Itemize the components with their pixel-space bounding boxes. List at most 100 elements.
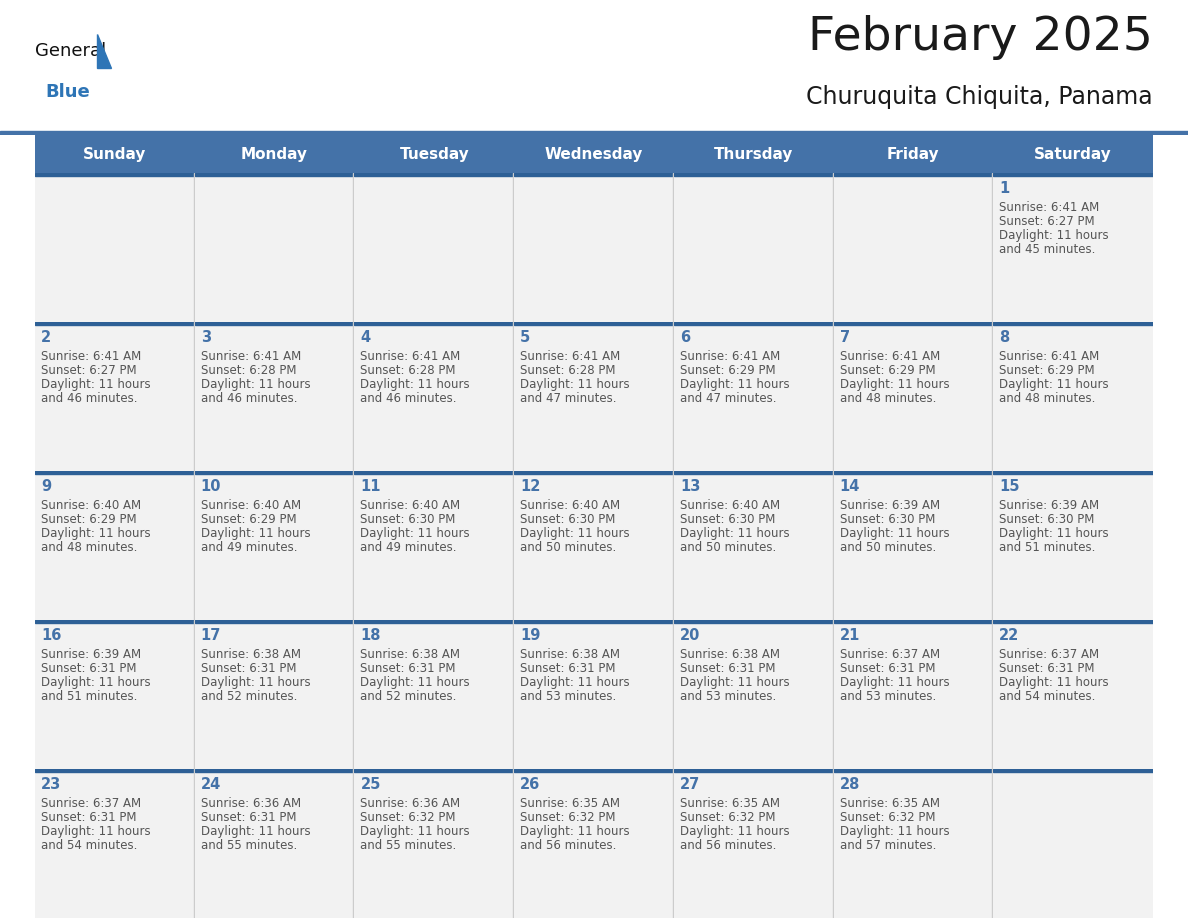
Text: 19: 19 — [520, 628, 541, 643]
Text: Sunrise: 6:40 AM: Sunrise: 6:40 AM — [360, 499, 461, 512]
Text: and 51 minutes.: and 51 minutes. — [42, 690, 138, 703]
Text: Sunset: 6:32 PM: Sunset: 6:32 PM — [680, 811, 776, 824]
Text: 21: 21 — [840, 628, 860, 643]
Text: Daylight: 11 hours: Daylight: 11 hours — [840, 676, 949, 689]
Text: 13: 13 — [680, 479, 700, 494]
Bar — [195, 620, 354, 623]
Text: Daylight: 11 hours: Daylight: 11 hours — [840, 527, 949, 540]
Text: and 50 minutes.: and 50 minutes. — [840, 541, 936, 554]
Text: Sunrise: 6:38 AM: Sunrise: 6:38 AM — [360, 648, 461, 661]
Text: Sunset: 6:28 PM: Sunset: 6:28 PM — [520, 364, 615, 377]
Text: Sunset: 6:28 PM: Sunset: 6:28 PM — [201, 364, 296, 377]
Text: Blue: Blue — [45, 83, 90, 101]
Text: Sunrise: 6:39 AM: Sunrise: 6:39 AM — [42, 648, 141, 661]
Bar — [993, 322, 1154, 325]
Text: Daylight: 11 hours: Daylight: 11 hours — [840, 378, 949, 391]
Polygon shape — [97, 34, 110, 68]
Bar — [674, 173, 834, 176]
Text: and 50 minutes.: and 50 minutes. — [680, 541, 776, 554]
Text: Sunset: 6:31 PM: Sunset: 6:31 PM — [201, 662, 296, 675]
Text: Daylight: 11 hours: Daylight: 11 hours — [201, 527, 310, 540]
Text: Sunrise: 6:41 AM: Sunrise: 6:41 AM — [360, 350, 461, 363]
Text: Daylight: 11 hours: Daylight: 11 hours — [201, 378, 310, 391]
Text: and 46 minutes.: and 46 minutes. — [201, 392, 297, 405]
Bar — [834, 173, 993, 176]
Bar — [354, 173, 514, 176]
Text: Daylight: 11 hours: Daylight: 11 hours — [520, 825, 630, 838]
Bar — [834, 769, 993, 772]
Bar — [34, 769, 195, 772]
Text: Sunrise: 6:39 AM: Sunrise: 6:39 AM — [840, 499, 940, 512]
Text: Sunset: 6:29 PM: Sunset: 6:29 PM — [999, 364, 1095, 377]
Text: Sunrise: 6:35 AM: Sunrise: 6:35 AM — [840, 797, 940, 810]
Text: Sunrise: 6:38 AM: Sunrise: 6:38 AM — [520, 648, 620, 661]
Text: Sunset: 6:31 PM: Sunset: 6:31 PM — [680, 662, 776, 675]
Text: and 49 minutes.: and 49 minutes. — [201, 541, 297, 554]
Bar — [195, 173, 354, 176]
Text: Sunset: 6:29 PM: Sunset: 6:29 PM — [680, 364, 776, 377]
Bar — [514, 322, 674, 325]
Text: Daylight: 11 hours: Daylight: 11 hours — [520, 378, 630, 391]
Text: Daylight: 11 hours: Daylight: 11 hours — [42, 527, 151, 540]
Text: Daylight: 11 hours: Daylight: 11 hours — [360, 527, 470, 540]
Text: Sunset: 6:31 PM: Sunset: 6:31 PM — [201, 811, 296, 824]
Text: Daylight: 11 hours: Daylight: 11 hours — [42, 825, 151, 838]
Text: Sunset: 6:27 PM: Sunset: 6:27 PM — [42, 364, 137, 377]
Text: Sunset: 6:31 PM: Sunset: 6:31 PM — [360, 662, 456, 675]
Text: 26: 26 — [520, 777, 541, 792]
Text: 8: 8 — [999, 330, 1010, 345]
Text: Sunset: 6:30 PM: Sunset: 6:30 PM — [360, 513, 456, 526]
Text: and 57 minutes.: and 57 minutes. — [840, 839, 936, 852]
Bar — [514, 173, 674, 176]
Text: Sunrise: 6:36 AM: Sunrise: 6:36 AM — [201, 797, 301, 810]
Text: 1: 1 — [999, 181, 1010, 196]
Text: Saturday: Saturday — [1035, 147, 1112, 162]
Text: Sunset: 6:31 PM: Sunset: 6:31 PM — [42, 662, 137, 675]
Text: Daylight: 11 hours: Daylight: 11 hours — [42, 676, 151, 689]
Bar — [354, 769, 514, 772]
Text: Sunrise: 6:37 AM: Sunrise: 6:37 AM — [42, 797, 141, 810]
Text: Daylight: 11 hours: Daylight: 11 hours — [360, 825, 470, 838]
Text: and 54 minutes.: and 54 minutes. — [999, 690, 1095, 703]
Text: and 47 minutes.: and 47 minutes. — [520, 392, 617, 405]
Text: 18: 18 — [360, 628, 381, 643]
Text: Churuquita Chiquita, Panama: Churuquita Chiquita, Panama — [807, 85, 1154, 109]
Text: 17: 17 — [201, 628, 221, 643]
Bar — [674, 769, 834, 772]
Text: and 53 minutes.: and 53 minutes. — [680, 690, 776, 703]
Text: Sunset: 6:27 PM: Sunset: 6:27 PM — [999, 215, 1095, 228]
Bar — [514, 471, 674, 474]
Text: Sunset: 6:29 PM: Sunset: 6:29 PM — [840, 364, 935, 377]
Text: 15: 15 — [999, 479, 1019, 494]
Text: Sunrise: 6:39 AM: Sunrise: 6:39 AM — [999, 499, 1099, 512]
Text: 3: 3 — [201, 330, 210, 345]
Text: 22: 22 — [999, 628, 1019, 643]
Text: 7: 7 — [840, 330, 849, 345]
Text: Sunrise: 6:38 AM: Sunrise: 6:38 AM — [680, 648, 779, 661]
Text: Sunset: 6:30 PM: Sunset: 6:30 PM — [520, 513, 615, 526]
Bar — [834, 322, 993, 325]
Text: 9: 9 — [42, 479, 51, 494]
Text: Sunset: 6:31 PM: Sunset: 6:31 PM — [42, 811, 137, 824]
Text: Thursday: Thursday — [714, 147, 794, 162]
Text: Daylight: 11 hours: Daylight: 11 hours — [520, 676, 630, 689]
Bar — [674, 620, 834, 623]
Text: General: General — [34, 42, 106, 61]
Bar — [514, 620, 674, 623]
Bar — [674, 471, 834, 474]
Bar — [354, 471, 514, 474]
Text: Sunrise: 6:41 AM: Sunrise: 6:41 AM — [840, 350, 940, 363]
Text: 12: 12 — [520, 479, 541, 494]
Text: Sunrise: 6:40 AM: Sunrise: 6:40 AM — [201, 499, 301, 512]
Text: and 52 minutes.: and 52 minutes. — [201, 690, 297, 703]
Text: Daylight: 11 hours: Daylight: 11 hours — [360, 378, 470, 391]
Bar — [834, 620, 993, 623]
Text: 10: 10 — [201, 479, 221, 494]
Text: Sunrise: 6:37 AM: Sunrise: 6:37 AM — [999, 648, 1099, 661]
Text: Sunset: 6:30 PM: Sunset: 6:30 PM — [999, 513, 1094, 526]
Text: Sunrise: 6:37 AM: Sunrise: 6:37 AM — [840, 648, 940, 661]
Text: Sunrise: 6:35 AM: Sunrise: 6:35 AM — [680, 797, 779, 810]
Text: Daylight: 11 hours: Daylight: 11 hours — [680, 378, 790, 391]
Text: and 47 minutes.: and 47 minutes. — [680, 392, 776, 405]
Text: and 46 minutes.: and 46 minutes. — [42, 392, 138, 405]
